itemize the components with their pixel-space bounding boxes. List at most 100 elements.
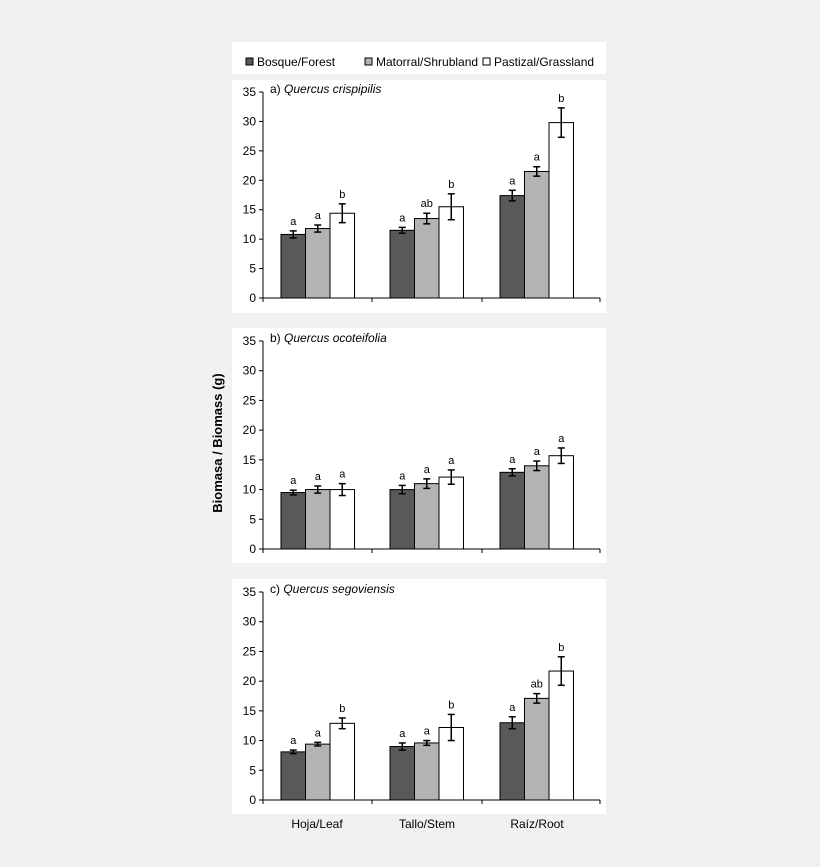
y-tick-label: 15 <box>243 203 257 217</box>
bar <box>329 489 355 550</box>
y-tick-label: 10 <box>243 734 257 748</box>
bar <box>414 483 440 550</box>
y-tick-label: 15 <box>243 453 257 467</box>
y-tick-label: 25 <box>243 144 257 158</box>
significance-letter: a <box>399 212 406 224</box>
panel-title: c) Quercus segoviensis <box>270 582 395 596</box>
bar <box>438 476 464 550</box>
bar <box>305 743 331 801</box>
y-tick-label: 20 <box>243 423 257 437</box>
y-tick-label: 30 <box>243 364 257 378</box>
y-tick-label: 15 <box>243 704 257 718</box>
y-tick-label: 0 <box>249 542 256 556</box>
legend-swatch <box>245 57 254 66</box>
significance-letter: b <box>448 179 454 191</box>
panel-title-prefix: a) <box>270 82 281 96</box>
legend: Bosque/Forest Matorral/Shrubland Pastizal/… <box>232 42 606 74</box>
significance-letter: b <box>558 642 564 654</box>
panel-species: Quercus crispipilis <box>284 82 381 96</box>
y-axis-label: Biomasa / Biomass (g) <box>210 373 225 512</box>
bar <box>548 670 574 801</box>
significance-letter: b <box>339 189 345 201</box>
bar <box>414 742 440 801</box>
panel-a: a) Quercus crispipilis 0 5 10 15 20 25 30 35 a a a a… <box>232 80 606 313</box>
panel-title: b) Quercus ocoteifolia <box>270 331 387 345</box>
y-tick-label: 25 <box>243 393 257 407</box>
significance-letter: ab <box>531 679 543 691</box>
legend-label: Matorral/Shrubland <box>376 55 478 69</box>
bar <box>524 697 550 801</box>
significance-letter: a <box>558 433 565 445</box>
panel-b: b) Quercus ocoteifolia 0 5 10 15 20 25 30 35 a a a a… <box>232 328 606 563</box>
bar <box>524 170 550 299</box>
y-tick-label: 25 <box>243 644 257 658</box>
panel-title-prefix: b) <box>270 331 281 345</box>
significance-letter: a <box>424 726 431 738</box>
legend-label: Pastizal/Grassland <box>494 55 594 69</box>
y-tick-label: 35 <box>243 334 257 348</box>
bar <box>305 228 331 299</box>
legend-swatch <box>364 57 373 66</box>
significance-letter: a <box>534 152 541 164</box>
panel-title: a) Quercus crispipilis <box>270 82 381 96</box>
y-tick-label: 10 <box>243 232 257 246</box>
bar <box>329 722 355 801</box>
y-tick-label: 20 <box>243 173 257 187</box>
bar <box>389 746 415 801</box>
significance-letter: a <box>509 702 516 714</box>
legend-box <box>232 42 606 74</box>
bar <box>389 229 415 299</box>
y-tick-label: 35 <box>243 85 257 99</box>
significance-letter: a <box>315 727 322 739</box>
x-category-label: Raíz/Root <box>510 817 564 831</box>
y-tick-label: 5 <box>249 262 256 276</box>
panel-title-prefix: c) <box>270 582 280 596</box>
significance-letter: a <box>399 728 406 740</box>
y-tick-label: 0 <box>249 291 256 305</box>
significance-letter: a <box>509 454 516 466</box>
y-tick-label: 0 <box>249 793 256 807</box>
bar <box>414 218 440 299</box>
y-tick-label: 20 <box>243 674 257 688</box>
significance-letter: a <box>290 216 297 228</box>
y-tick-label: 30 <box>243 615 257 629</box>
x-category-label: Hoja/Leaf <box>291 817 343 831</box>
y-tick-label: 35 <box>243 585 257 599</box>
significance-letter: a <box>448 455 455 467</box>
bar <box>548 455 574 550</box>
significance-letter: a <box>290 735 297 747</box>
category-labels: Hoja/Leaf Tallo/Stem Raíz/Root <box>291 817 564 831</box>
significance-letter: a <box>509 175 516 187</box>
y-tick-label: 5 <box>249 512 256 526</box>
legend-label: Bosque/Forest <box>257 55 336 69</box>
significance-letter: a <box>534 446 541 458</box>
significance-letter: b <box>448 699 454 711</box>
bar <box>548 122 574 299</box>
panel-species: Quercus segoviensis <box>283 582 394 596</box>
legend-swatch <box>482 57 491 66</box>
panel-c: c) Quercus segoviensis 0 5 10 15 20 25 30 35 a a a a… <box>232 579 606 814</box>
significance-letter: b <box>339 703 345 715</box>
significance-letter: a <box>339 469 346 481</box>
bar <box>499 195 525 299</box>
bar <box>280 233 306 299</box>
significance-letter: a <box>315 210 322 222</box>
panels: a) Quercus crispipilis 0 5 10 15 20 25 30 35 a a a a… <box>232 80 606 814</box>
bar <box>389 489 415 550</box>
bar <box>280 751 306 801</box>
significance-letter: ab <box>421 198 433 210</box>
significance-letter: b <box>558 93 564 105</box>
significance-letter: a <box>399 470 406 482</box>
bar <box>524 465 550 550</box>
bar <box>499 471 525 550</box>
x-category-label: Tallo/Stem <box>399 817 455 831</box>
bar <box>499 722 525 801</box>
significance-letter: a <box>424 464 431 476</box>
bar <box>305 489 331 550</box>
bar <box>329 212 355 299</box>
significance-letter: a <box>290 475 297 487</box>
panel-species: Quercus ocoteifolia <box>284 331 387 345</box>
y-tick-label: 10 <box>243 483 257 497</box>
bar <box>280 492 306 550</box>
